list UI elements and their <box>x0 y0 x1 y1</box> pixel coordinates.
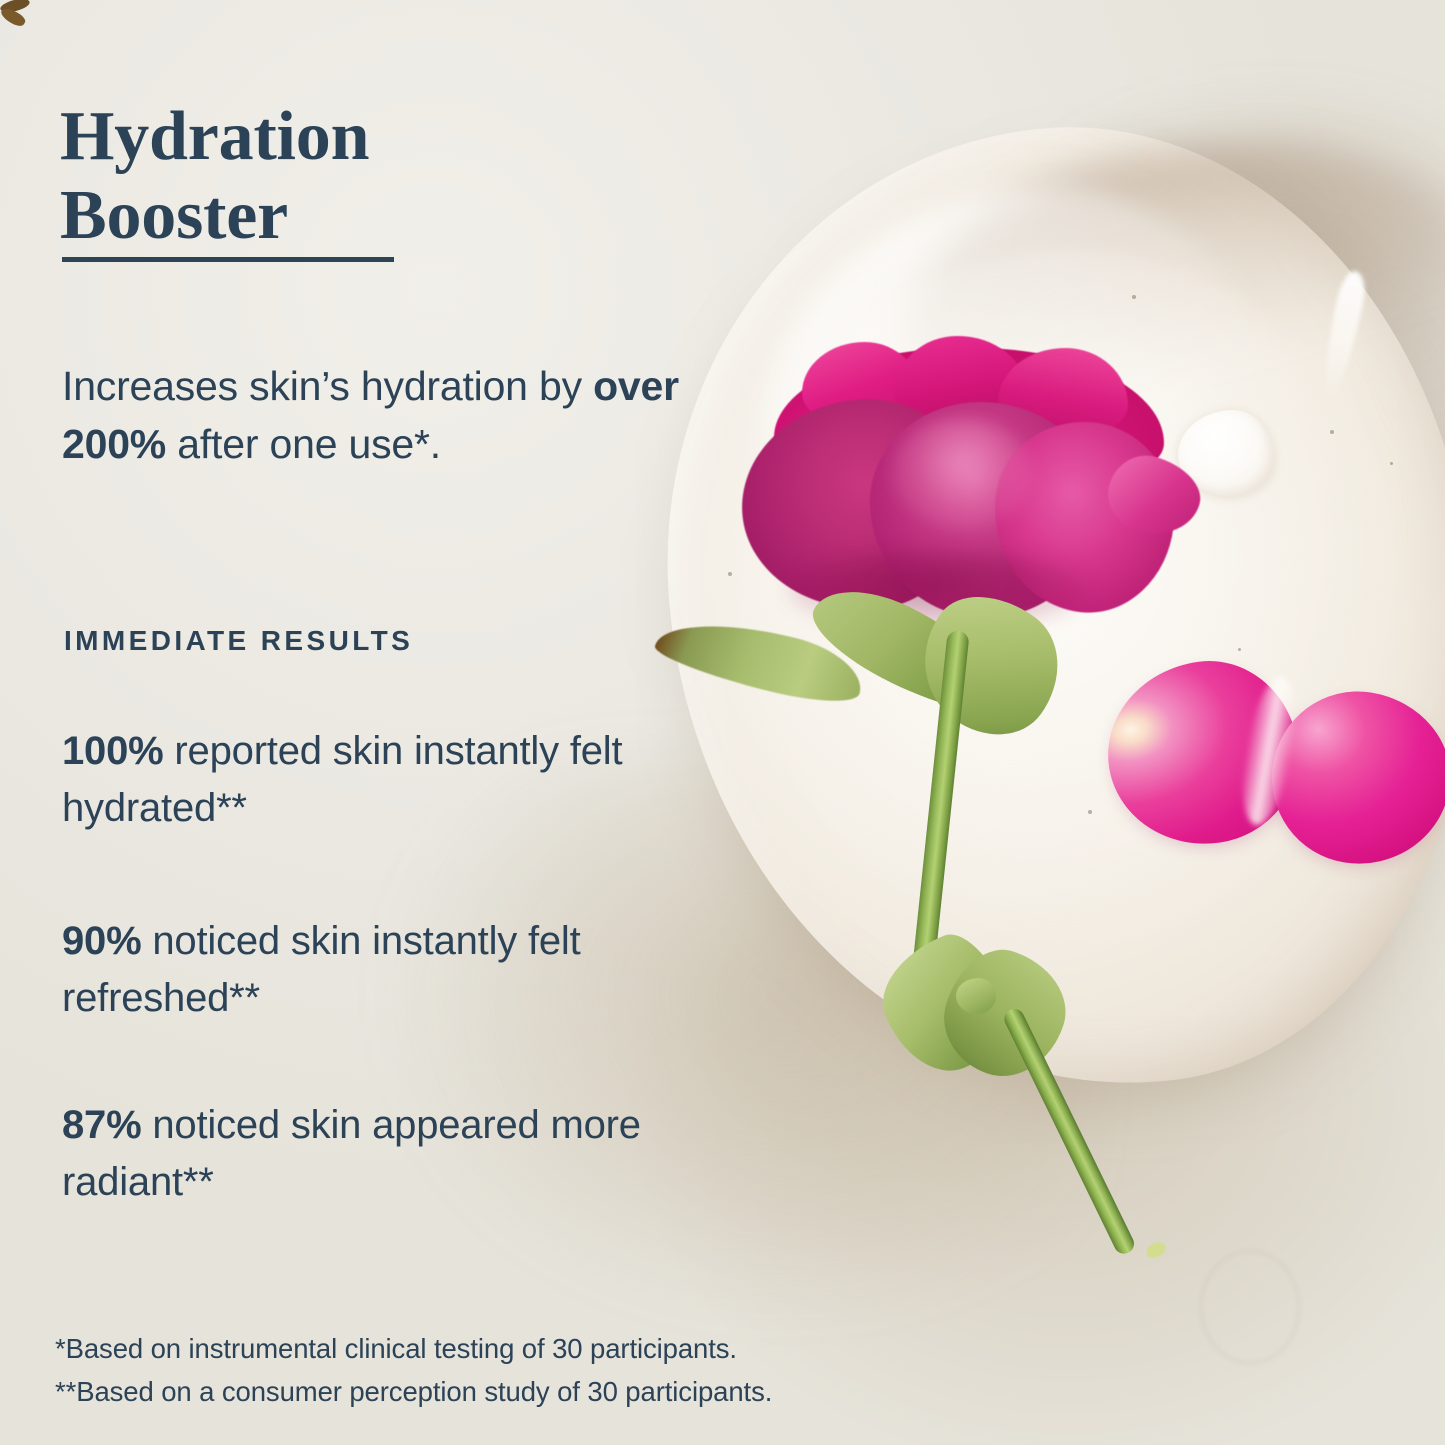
water-ring <box>1200 1250 1300 1364</box>
footnote-single-asterisk: *Based on instrumental clinical testing … <box>55 1333 737 1364</box>
dish-speck <box>1088 810 1092 814</box>
stat-value: 100% <box>62 729 164 773</box>
headline-line-2: Booster <box>60 176 288 254</box>
dish-speck <box>1132 295 1136 299</box>
page-title: Hydration Booster <box>60 97 620 255</box>
footnote-double-asterisk: **Based on a consumer perception study o… <box>55 1375 773 1407</box>
stat-label: noticed skin appeared more radiant** <box>62 1103 641 1204</box>
claim-emphasis: over 200% <box>62 363 679 468</box>
rose-highlight <box>892 418 1032 528</box>
headline-line-1: Hydration <box>60 97 370 175</box>
stat-label: noticed skin instantly felt refreshed** <box>62 919 581 1020</box>
claim-text-lead: Increases skin’s hydration by <box>62 363 594 409</box>
title-divider <box>62 257 394 262</box>
stat-item: 87% noticed skin appeared more radiant** <box>62 1097 752 1211</box>
dish-speck <box>728 572 732 576</box>
footnotes: *Based on instrumental clinical testing … <box>55 1328 1035 1413</box>
stem-node <box>956 978 996 1014</box>
stat-value: 87% <box>62 1103 142 1147</box>
claim-text-tail: after one use*. <box>166 421 441 468</box>
stat-item: 90% noticed skin instantly felt refreshe… <box>62 913 752 1027</box>
dish-speck <box>1330 430 1334 434</box>
stat-item: 100% reported skin instantly felt hydrat… <box>62 723 752 837</box>
stat-label: reported skin instantly felt hydrated** <box>62 729 623 830</box>
dish-speck <box>1238 648 1241 651</box>
dish-speck <box>1390 462 1393 465</box>
section-heading-immediate-results: IMMEDIATE RESULTS <box>64 625 414 657</box>
stat-value: 90% <box>62 919 142 963</box>
hydration-claim: Increases skin’s hydration by over 200% … <box>62 357 762 473</box>
